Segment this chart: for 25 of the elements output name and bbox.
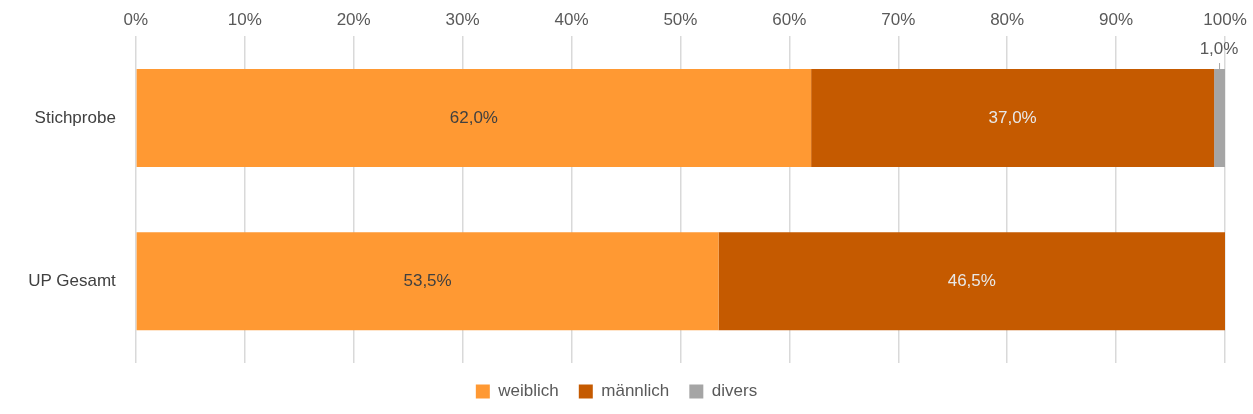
x-tick-label: 60%: [772, 9, 807, 29]
x-tick-label: 10%: [227, 9, 262, 29]
data-label: 53,5%: [403, 271, 452, 291]
x-tick-label: 50%: [663, 9, 698, 29]
x-tick-label: 100%: [1203, 9, 1247, 29]
data-label: 1,0%: [1199, 38, 1239, 58]
legend-label: divers: [711, 381, 758, 401]
y-tick-label: Stichprobe: [34, 107, 116, 127]
x-tick-label: 0%: [123, 9, 149, 29]
x-tick-label: 80%: [990, 9, 1025, 29]
bar: [136, 232, 719, 331]
legend-label: männlich: [601, 381, 670, 401]
data-label: 62,0%: [449, 107, 498, 127]
x-tick-label: 70%: [881, 9, 916, 29]
bar: [136, 69, 812, 168]
bar: [811, 69, 1215, 168]
x-tick-label: 90%: [1099, 9, 1134, 29]
x-tick-label: 30%: [445, 9, 480, 29]
data-label: 37,0%: [988, 107, 1037, 127]
x-tick-label: 20%: [336, 9, 371, 29]
bar: [718, 232, 1225, 331]
legend-label: weiblich: [497, 381, 559, 401]
x-tick-label: 40%: [554, 9, 589, 29]
data-label: 46,5%: [947, 271, 996, 291]
y-tick-label: UP Gesamt: [28, 271, 117, 291]
